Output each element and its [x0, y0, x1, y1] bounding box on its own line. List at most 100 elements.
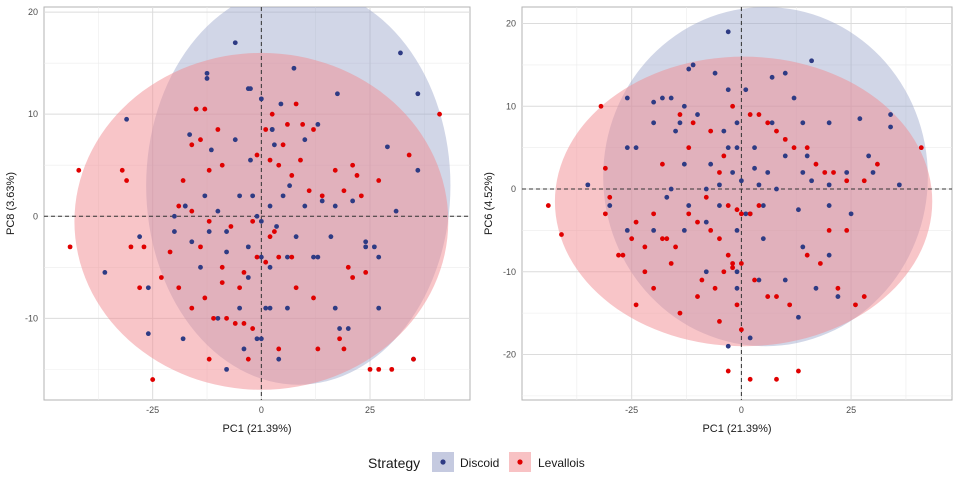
- point-levallois: [306, 188, 312, 194]
- point-levallois: [616, 252, 621, 258]
- right-tick-labels: -25 0 25 -20 -10 0 10 20: [503, 19, 856, 415]
- point-discoid: [760, 203, 766, 208]
- point-discoid: [668, 95, 674, 101]
- x-tick-label: 25: [846, 405, 856, 415]
- point-discoid: [725, 87, 731, 93]
- point-discoid: [302, 137, 308, 143]
- y-tick-label: 20: [28, 7, 38, 17]
- point-discoid: [681, 161, 687, 167]
- point-levallois: [376, 178, 382, 183]
- point-levallois: [189, 142, 195, 148]
- point-levallois: [708, 227, 714, 233]
- point-discoid: [769, 74, 775, 80]
- point-levallois: [642, 244, 648, 250]
- point-discoid: [182, 203, 188, 209]
- point-discoid: [651, 120, 657, 126]
- point-discoid: [888, 112, 893, 117]
- point-levallois: [119, 167, 125, 173]
- point-discoid: [302, 203, 308, 209]
- point-discoid: [267, 203, 273, 209]
- point-discoid: [734, 227, 740, 233]
- point-levallois: [319, 193, 325, 199]
- point-levallois: [804, 145, 810, 151]
- point-discoid: [258, 336, 264, 342]
- point-levallois: [607, 194, 613, 200]
- point-discoid: [332, 203, 338, 209]
- point-levallois: [254, 152, 260, 158]
- point-levallois: [128, 244, 134, 250]
- point-discoid: [224, 366, 229, 372]
- point-discoid: [651, 99, 657, 105]
- point-levallois: [844, 227, 850, 233]
- point-discoid: [585, 182, 591, 188]
- point-levallois: [633, 302, 639, 308]
- point-discoid: [280, 193, 286, 199]
- legend-title: Strategy: [368, 455, 420, 471]
- point-levallois: [861, 178, 867, 184]
- point-discoid: [796, 207, 801, 213]
- point-levallois: [198, 137, 203, 143]
- point-discoid: [137, 234, 143, 240]
- point-discoid: [237, 193, 243, 199]
- point-levallois: [695, 219, 700, 225]
- point-discoid: [271, 142, 277, 148]
- point-levallois: [717, 319, 722, 324]
- point-levallois: [660, 161, 665, 167]
- point-levallois: [747, 211, 753, 217]
- point-levallois: [782, 136, 788, 142]
- point-levallois: [245, 356, 251, 362]
- point-levallois: [738, 211, 744, 217]
- point-discoid: [673, 128, 678, 134]
- point-levallois: [703, 194, 709, 200]
- point-discoid: [747, 335, 753, 341]
- point-discoid: [172, 213, 177, 219]
- point-levallois: [545, 203, 551, 208]
- point-discoid: [844, 170, 850, 175]
- point-discoid: [376, 305, 382, 311]
- point-levallois: [376, 366, 382, 372]
- point-discoid: [782, 277, 788, 283]
- point-levallois: [300, 121, 306, 127]
- point-levallois: [721, 153, 727, 159]
- point-levallois: [267, 234, 273, 240]
- point-levallois: [668, 261, 674, 266]
- point-levallois: [202, 106, 208, 112]
- point-levallois: [254, 254, 260, 260]
- point-discoid: [232, 137, 238, 143]
- point-discoid: [651, 227, 657, 233]
- right-reference-lines: [522, 7, 952, 400]
- point-levallois: [137, 285, 143, 291]
- point-levallois: [189, 208, 195, 214]
- legend-dot-levallois: [517, 459, 523, 465]
- point-discoid: [285, 305, 290, 311]
- point-levallois: [219, 280, 225, 286]
- point-discoid: [813, 285, 819, 291]
- point-discoid: [703, 186, 709, 192]
- point-levallois: [734, 302, 740, 308]
- point-discoid: [337, 326, 342, 331]
- point-levallois: [673, 244, 678, 250]
- point-discoid: [276, 356, 282, 362]
- point-levallois: [734, 207, 740, 213]
- point-discoid: [215, 315, 221, 321]
- point-discoid: [267, 264, 273, 270]
- point-levallois: [206, 356, 212, 362]
- point-discoid: [870, 170, 876, 175]
- point-levallois: [232, 321, 238, 326]
- point-discoid: [721, 128, 727, 134]
- point-levallois: [756, 203, 762, 208]
- point-levallois: [765, 120, 771, 126]
- legend-label-discoid: Discoid: [460, 456, 499, 470]
- point-levallois: [250, 326, 256, 331]
- point-discoid: [224, 249, 229, 255]
- point-discoid: [791, 95, 797, 101]
- point-levallois: [250, 218, 256, 224]
- point-discoid: [398, 50, 403, 56]
- y-tick-label: 10: [506, 101, 516, 111]
- point-levallois: [293, 285, 299, 291]
- point-levallois: [124, 178, 129, 183]
- legend-item-discoid: Discoid: [432, 452, 499, 472]
- point-discoid: [393, 208, 399, 214]
- point-discoid: [725, 145, 731, 151]
- point-discoid: [363, 244, 369, 250]
